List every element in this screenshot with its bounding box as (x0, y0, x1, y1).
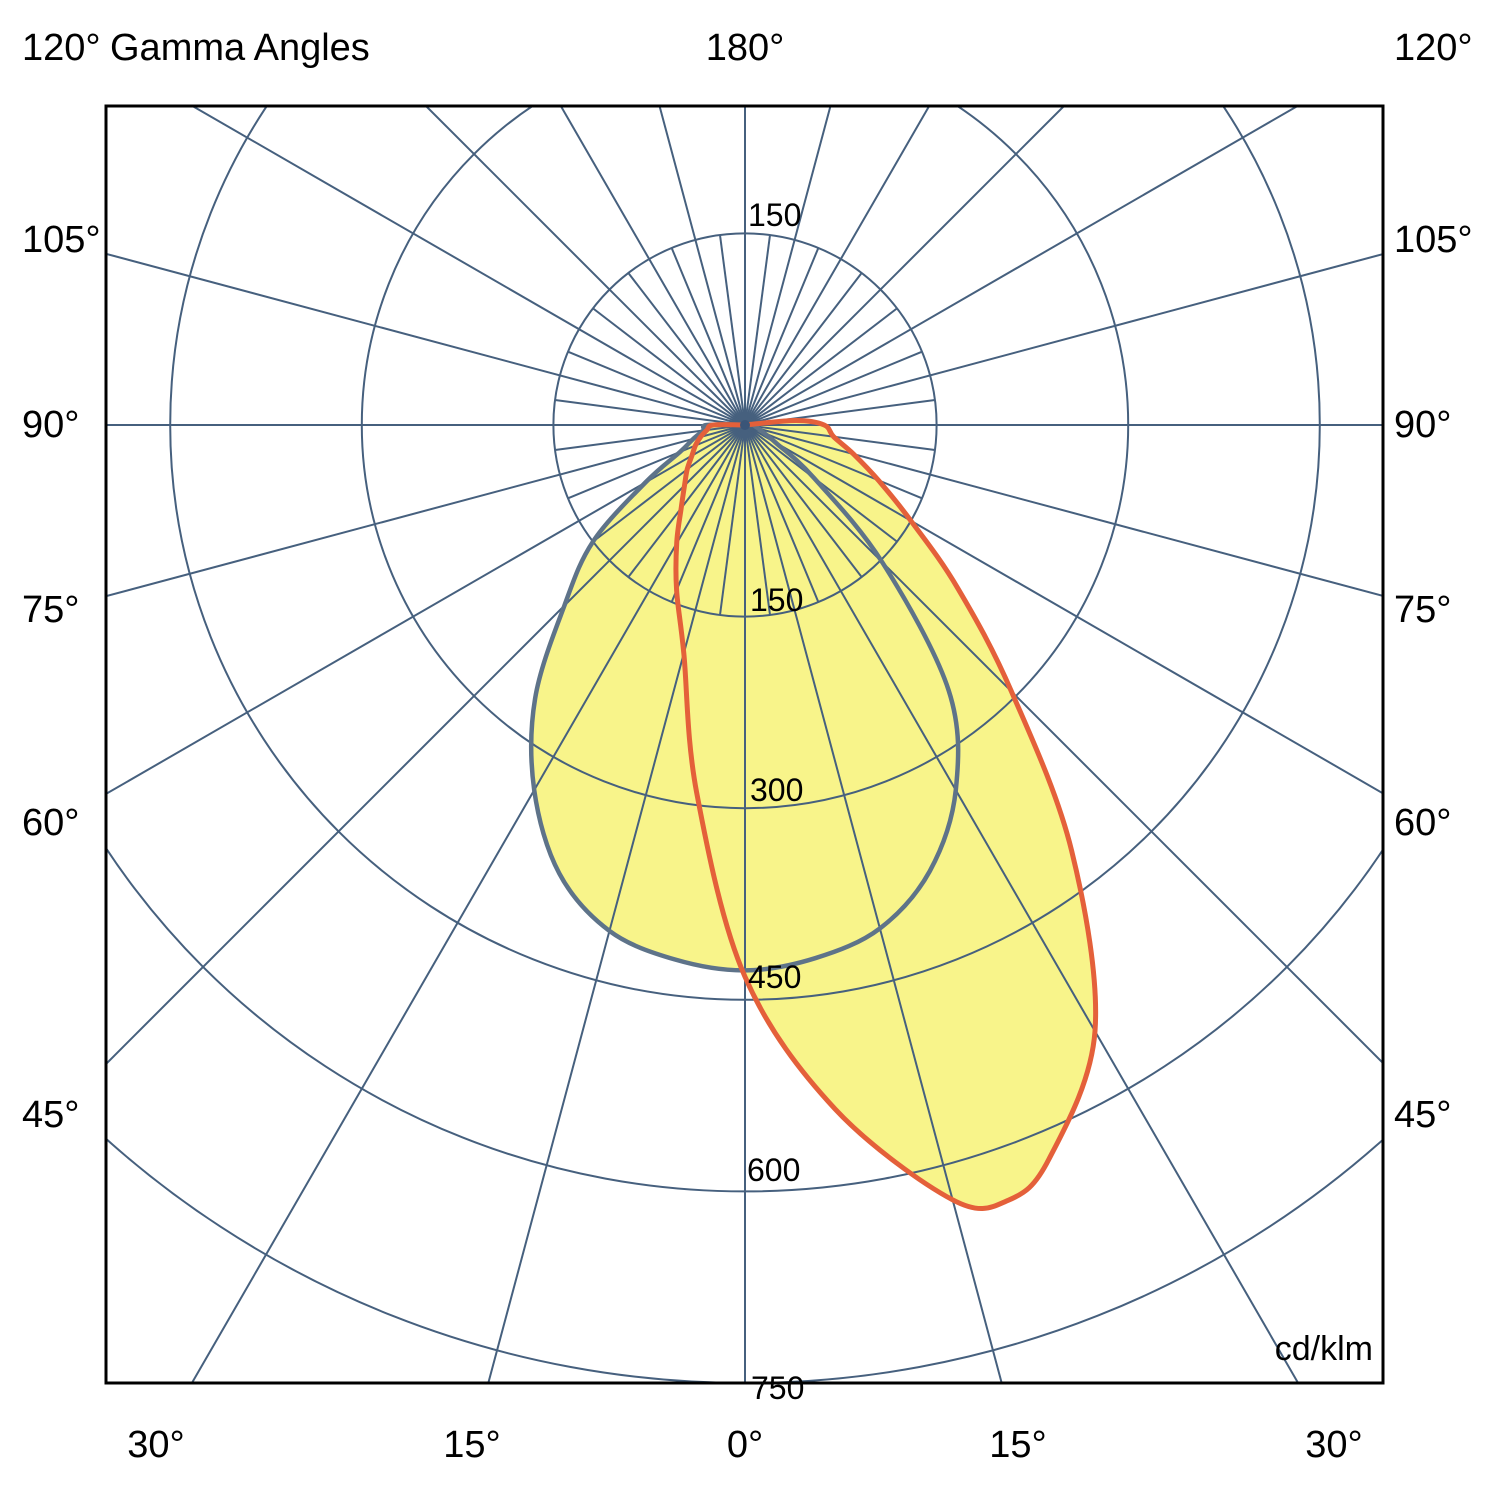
gamma-ray (191, 424, 746, 1383)
gamma-ray (592, 307, 746, 426)
gamma-ray (191, 106, 746, 426)
gamma-ray (744, 247, 820, 426)
plot-area (106, 106, 1383, 1383)
top-axis-label-180: 180° (705, 27, 785, 69)
ring-label-600: 600 (747, 1152, 801, 1188)
gamma-label-bottom-15R: 15° (989, 1424, 1047, 1466)
curve-c0-c180-plane (528, 422, 961, 973)
distribution-fill (675, 420, 1096, 1209)
gamma-label-left-105: 105° (22, 219, 101, 261)
gamma-ray (106, 424, 746, 1065)
gamma-ray (670, 247, 746, 426)
gamma-ray (744, 350, 923, 426)
gamma-ray (106, 252, 746, 426)
gamma-ray (718, 234, 746, 426)
gamma-ray (627, 424, 746, 578)
gamma-ray (744, 253, 1383, 426)
gamma-ray (554, 424, 746, 452)
gamma-ray (567, 350, 746, 426)
gamma-ray (744, 424, 772, 616)
gamma-ray (744, 424, 820, 603)
gamma-ray (658, 106, 746, 426)
gamma-label-bottom-30R: 30° (1305, 1424, 1363, 1466)
gamma-ray (554, 398, 746, 426)
gamma-ray (559, 106, 746, 426)
gamma-ray (744, 307, 898, 426)
gamma-label-right-75: 75° (1394, 589, 1452, 631)
gamma-label-right-120: 120° (1394, 27, 1473, 69)
gamma-label-right-90: 90° (1394, 404, 1452, 446)
gamma-label-left-60: 60° (22, 802, 80, 844)
gamma-label-right-105: 105° (1394, 219, 1473, 261)
ring-label-750: 750 (751, 1370, 805, 1406)
gamma-ray (744, 106, 931, 426)
gamma-label-left-120: 120° (22, 27, 101, 69)
gamma-ray (744, 106, 1065, 426)
gamma-ray (744, 106, 1299, 426)
gamma-label-right-45: 45° (1394, 1094, 1452, 1136)
plot-border (104, 104, 1385, 1385)
gamma-label-bottom-15L: 15° (443, 1424, 501, 1466)
gamma-ray (744, 424, 923, 500)
gamma-label-left-45: 45° (22, 1094, 80, 1136)
pole-point (740, 420, 750, 430)
ring-label-300: 300 (750, 772, 804, 808)
gamma-label-right-60: 60° (1394, 802, 1452, 844)
gamma-ray (744, 272, 863, 426)
units-label: cd/klm (1274, 1330, 1373, 1368)
gamma-ray (670, 424, 746, 603)
chart-title: Gamma Angles (110, 27, 370, 69)
curve-c90-c270-plane (673, 418, 1099, 1211)
ring-label-150-bottom: 150 (750, 582, 804, 618)
gamma-ray (718, 424, 746, 616)
gamma-ray (106, 424, 746, 598)
gamma-ray (487, 424, 746, 1383)
gamma-label-bottom-30L: 30° (127, 1424, 185, 1466)
gamma-label-bottom-0: 0° (726, 1424, 764, 1466)
gamma-ray (744, 424, 1003, 1383)
gamma-ray (744, 424, 1383, 1064)
gamma-ray (567, 424, 746, 500)
gamma-ray (744, 424, 863, 578)
gamma-ray (425, 106, 746, 426)
ring-label-450: 450 (748, 959, 802, 995)
gamma-ray (744, 424, 936, 452)
gamma-ray (744, 106, 832, 426)
gamma-ray (744, 424, 1299, 1383)
gamma-ray (592, 424, 746, 543)
ring-label-150-top: 150 (748, 197, 802, 233)
gamma-ray (744, 424, 1383, 795)
gamma-ray (627, 272, 746, 426)
gamma-ray (744, 234, 772, 426)
gamma-label-left-90: 90° (22, 404, 80, 446)
gamma-label-left-75: 75° (22, 589, 80, 631)
